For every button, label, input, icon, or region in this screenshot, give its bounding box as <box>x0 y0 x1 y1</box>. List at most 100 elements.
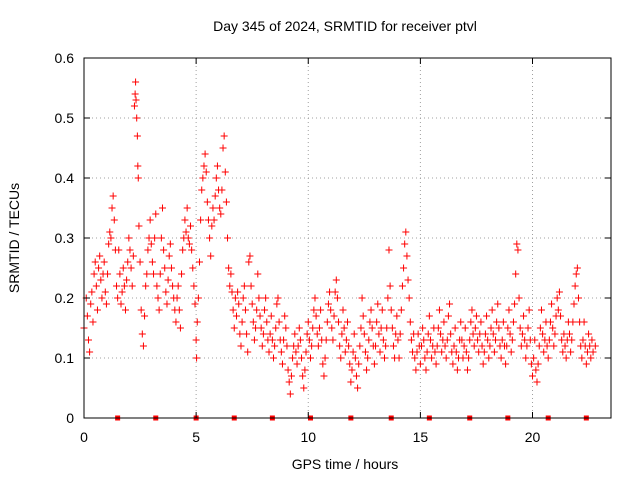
data-point <box>505 306 513 314</box>
data-point <box>291 330 299 338</box>
data-point <box>315 324 323 332</box>
data-point <box>497 354 505 362</box>
data-point <box>162 288 170 296</box>
data-point <box>266 330 274 338</box>
data-point <box>321 354 329 362</box>
data-point <box>420 336 428 344</box>
data-point <box>125 234 133 242</box>
data-point <box>292 348 300 356</box>
data-point <box>114 294 122 302</box>
data-point <box>267 312 275 320</box>
data-point <box>131 90 139 98</box>
data-point <box>254 270 262 278</box>
data-point <box>509 318 517 326</box>
data-point <box>262 294 270 302</box>
data-point <box>248 300 256 308</box>
data-point <box>508 336 516 344</box>
data-point <box>174 282 182 290</box>
data-point <box>416 360 424 368</box>
data-point <box>585 330 593 338</box>
data-point <box>317 306 325 314</box>
data-point <box>389 342 397 350</box>
data-point <box>338 330 346 338</box>
x-tick-label: 10 <box>300 429 316 445</box>
data-point <box>435 306 443 314</box>
data-point <box>368 324 376 332</box>
data-point <box>555 288 563 296</box>
data-point <box>523 342 531 350</box>
data-point <box>102 300 110 308</box>
data-point <box>134 162 142 170</box>
y-tick-label: 0.5 <box>55 110 75 126</box>
data-point <box>280 336 288 344</box>
data-point <box>573 264 581 272</box>
data-point <box>137 306 145 314</box>
data-point <box>286 390 294 398</box>
data-point <box>258 342 266 350</box>
data-point <box>178 270 186 278</box>
data-point <box>120 282 128 290</box>
data-point <box>480 348 488 356</box>
x-axis-label: GPS time / hours <box>292 456 399 472</box>
data-point <box>486 342 494 350</box>
data-point <box>263 318 271 326</box>
data-point <box>503 342 511 350</box>
data-point <box>337 354 345 362</box>
data-point <box>247 282 255 290</box>
data-point <box>438 348 446 356</box>
x-tick-label: 15 <box>413 429 429 445</box>
data-point <box>164 276 172 284</box>
data-point <box>285 378 293 386</box>
data-point <box>211 192 219 200</box>
data-point <box>561 342 569 350</box>
data-point <box>376 348 384 356</box>
data-point <box>512 270 520 278</box>
data-point <box>493 318 501 326</box>
data-point <box>167 264 175 272</box>
data-point <box>210 216 218 224</box>
data-point <box>551 330 559 338</box>
data-point <box>187 222 195 230</box>
data-point <box>163 300 171 308</box>
data-point <box>537 306 545 314</box>
data-point <box>305 336 313 344</box>
data-point <box>421 354 429 362</box>
data-point <box>472 312 480 320</box>
data-point <box>306 354 314 362</box>
data-point <box>364 354 372 362</box>
data-point <box>514 246 522 254</box>
data-point <box>166 240 174 248</box>
data-point <box>434 324 442 332</box>
data-point <box>378 306 386 314</box>
data-point <box>188 246 196 254</box>
data-point <box>154 294 162 302</box>
data-point <box>346 360 354 368</box>
data-point <box>354 384 362 392</box>
data-point <box>366 318 374 326</box>
data-point <box>534 360 542 368</box>
data-point <box>402 228 410 236</box>
data-point <box>89 318 97 326</box>
y-tick-labels: 0 0.1 0.2 0.3 0.4 0.5 0.6 <box>55 50 75 426</box>
data-point <box>132 78 140 86</box>
data-point <box>525 306 533 314</box>
data-point <box>398 282 406 290</box>
data-point <box>516 324 524 332</box>
data-point <box>91 258 99 266</box>
data-point <box>97 276 105 284</box>
data-point <box>226 282 234 290</box>
data-point <box>531 336 539 344</box>
data-point <box>191 300 199 308</box>
data-point <box>135 222 143 230</box>
data-point <box>202 168 210 176</box>
data-point <box>189 264 197 272</box>
data-point <box>197 216 205 224</box>
data-point <box>101 288 109 296</box>
data-point <box>225 264 233 272</box>
data-point <box>504 324 512 332</box>
data-point <box>309 324 317 332</box>
data-point <box>312 312 320 320</box>
data-point <box>462 348 470 356</box>
data-point <box>341 348 349 356</box>
data-point <box>107 234 115 242</box>
